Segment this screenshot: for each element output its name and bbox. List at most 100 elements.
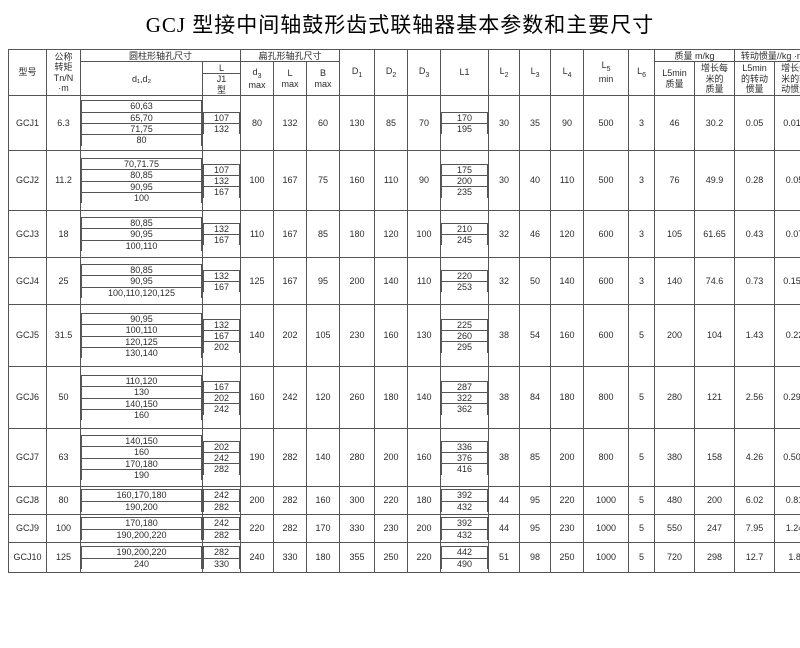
cell-L4: 160 (550, 304, 585, 368)
header-L1: L1 (440, 48, 490, 97)
L1-value: 392 (441, 489, 488, 502)
bore-diameter: 130,140 (81, 346, 202, 359)
J1-value: 282 (203, 528, 240, 540)
bore-diameter: 90,95 (81, 228, 202, 241)
table-container: 型号 公称 转矩 Tn/N ·m 圆柱形轴孔尺寸 扁孔形轴孔尺寸 D1 D2 D… (0, 48, 800, 574)
header-inertia-per-meter: 增长每 米的转 动惯量 (774, 61, 800, 97)
header-L6: L6 (628, 48, 656, 97)
cell-B-max: 140 (306, 428, 341, 488)
cell-inertia-per-meter: 0.05 (774, 150, 800, 212)
cell-L2: 51 (488, 542, 521, 574)
cell-L5-min: 500 (583, 150, 630, 212)
cell-L-max: 242 (273, 366, 308, 430)
cell-L2: 32 (488, 210, 521, 259)
cell-J1-length: 202 242 282 (201, 428, 242, 488)
header-L2: L2 (488, 48, 521, 97)
cell-torque: 80 (46, 486, 81, 516)
L1-value: 245 (441, 234, 488, 246)
cell-d3-max: 200 (240, 486, 275, 516)
cell-inertia-per-meter: 0.296 (774, 366, 800, 430)
table-row: GCJ3 18 80,85 90,95 100,110 132 167 110 167 85 180… (8, 210, 800, 259)
cell-mass-per-meter: 200 (694, 486, 736, 516)
cell-D2: 110 (374, 150, 409, 212)
L1-value: 362 (441, 403, 488, 415)
header-inertia-group: 转动惯量//kg ·m2 (734, 48, 800, 63)
cell-inertia-l5min: 6.02 (734, 486, 776, 516)
L1-value: 260 (441, 329, 488, 343)
L1-value: 220 (441, 269, 488, 283)
cell-D2: 120 (374, 210, 409, 259)
L1-value: 392 (441, 517, 488, 530)
cell-d3-max: 125 (240, 257, 275, 306)
cell-model: GCJ6 (8, 366, 47, 430)
cell-D1: 200 (339, 257, 376, 306)
bore-diameter: 100 (81, 191, 202, 204)
bore-diameter: 70,71.75 (81, 157, 202, 171)
L1-value: 295 (441, 341, 488, 353)
cell-torque: 25 (46, 257, 81, 306)
cell-L1: 220 253 (440, 257, 490, 306)
table-row: GCJ5 31.5 90,95 100,110 120,125 130,140 132 167… (8, 304, 800, 368)
cell-L1: 170 195 (440, 95, 490, 152)
cell-d3-max: 100 (240, 150, 275, 212)
cell-bore-diameters: 90,95 100,110 120,125 130,140 (80, 304, 203, 368)
cell-D1: 280 (339, 428, 376, 488)
cell-L5-min: 1000 (583, 486, 630, 516)
L1-value: 235 (441, 186, 488, 198)
J1-value: 242 (203, 489, 240, 502)
J1-value: 282 (203, 546, 240, 559)
cell-L1: 175 200 235 (440, 150, 490, 212)
cell-B-max: 105 (306, 304, 341, 368)
cell-mass-l5min: 200 (654, 304, 696, 368)
L1-value: 200 (441, 174, 488, 188)
cell-L3: 85 (519, 428, 552, 488)
cell-B-max: 75 (306, 150, 341, 212)
header-D3: D3 (407, 48, 442, 97)
cell-B-max: 120 (306, 366, 341, 430)
cell-mass-l5min: 280 (654, 366, 696, 430)
header-model: 型号 (8, 48, 47, 97)
cell-mass-per-meter: 49.9 (694, 150, 736, 212)
cell-D1: 330 (339, 514, 376, 544)
cell-B-max: 160 (306, 486, 341, 516)
cell-L6: 5 (628, 486, 656, 516)
bore-diameter: 190,200 (81, 500, 202, 512)
cell-model: GCJ9 (8, 514, 47, 544)
cell-D2: 180 (374, 366, 409, 430)
cell-L1: 392 432 (440, 514, 490, 544)
cell-L1: 210 245 (440, 210, 490, 259)
cell-torque: 63 (46, 428, 81, 488)
cell-mass-l5min: 550 (654, 514, 696, 544)
header-L-max: L max (273, 61, 308, 97)
cell-d3-max: 160 (240, 366, 275, 430)
header-mass-per-meter: 增长每 米的 质量 (694, 61, 736, 97)
J1-value: 132 (203, 222, 240, 236)
J1-value: 282 (203, 500, 240, 512)
bore-diameter: 160 (81, 408, 202, 421)
bore-diameter: 100,110 (81, 324, 202, 337)
cell-torque: 100 (46, 514, 81, 544)
cell-L-max: 282 (273, 486, 308, 516)
cell-d3-max: 140 (240, 304, 275, 368)
cell-inertia-per-meter: 0.158 (774, 257, 800, 306)
L1-value: 416 (441, 463, 488, 475)
cell-J1-length: 242 282 (201, 514, 242, 544)
table-body: GCJ1 6.3 60,63 65,70 71,75 80 107 132 80 132 60 130… (8, 95, 800, 574)
cell-bore-diameters: 70,71.75 80,85 90,95 100 (80, 150, 203, 212)
cell-D1: 160 (339, 150, 376, 212)
J1-value: 167 (203, 329, 240, 343)
J1-value: 132 (203, 123, 240, 135)
bore-diameter: 190 (81, 468, 202, 481)
cell-L2: 38 (488, 304, 521, 368)
cell-L5-min: 500 (583, 95, 630, 152)
cell-L5-min: 800 (583, 428, 630, 488)
cell-mass-per-meter: 30.2 (694, 95, 736, 152)
cell-D1: 300 (339, 486, 376, 516)
cell-inertia-per-meter: 1.8 (774, 542, 800, 574)
cell-mass-per-meter: 121 (694, 366, 736, 430)
cell-model: GCJ5 (8, 304, 47, 368)
header-inertia-l5min: L5min 的转动 惯量 (734, 61, 776, 97)
J1-value: 242 (203, 451, 240, 465)
cell-bore-diameters: 60,63 65,70 71,75 80 (80, 95, 203, 152)
cell-d3-max: 110 (240, 210, 275, 259)
